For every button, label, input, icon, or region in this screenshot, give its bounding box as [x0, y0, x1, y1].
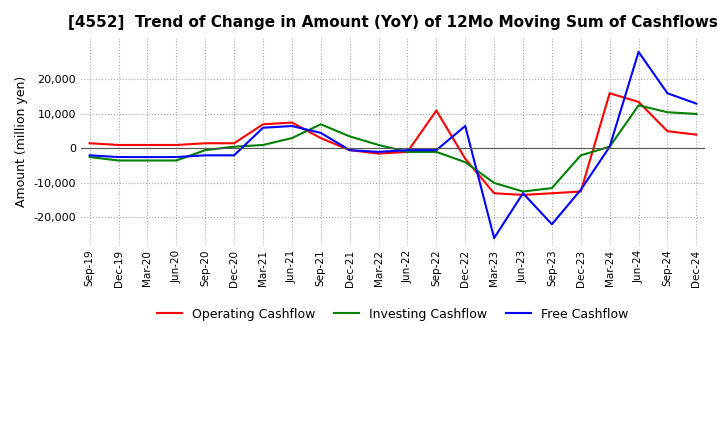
Free Cashflow [172, 154, 181, 160]
Free Cashflow [663, 91, 672, 96]
Investing Cashflow [432, 149, 441, 154]
Investing Cashflow [201, 147, 210, 153]
Investing Cashflow [577, 153, 585, 158]
Operating Cashflow [201, 141, 210, 146]
Operating Cashflow [143, 142, 152, 147]
Free Cashflow [577, 187, 585, 192]
Investing Cashflow [634, 103, 643, 108]
Line: Operating Cashflow: Operating Cashflow [90, 93, 696, 195]
Investing Cashflow [461, 160, 469, 165]
Operating Cashflow [461, 156, 469, 161]
Free Cashflow [86, 153, 94, 158]
Investing Cashflow [663, 110, 672, 115]
Operating Cashflow [634, 99, 643, 105]
Operating Cashflow [432, 108, 441, 113]
Operating Cashflow [548, 191, 557, 196]
Free Cashflow [606, 144, 614, 149]
Investing Cashflow [230, 144, 238, 149]
Investing Cashflow [692, 111, 701, 117]
Y-axis label: Amount (million yen): Amount (million yen) [15, 76, 28, 207]
Operating Cashflow [490, 191, 498, 196]
Line: Investing Cashflow: Investing Cashflow [90, 105, 696, 191]
Line: Free Cashflow: Free Cashflow [90, 52, 696, 238]
Operating Cashflow [172, 142, 181, 147]
Operating Cashflow [692, 132, 701, 137]
Free Cashflow [461, 123, 469, 128]
Investing Cashflow [548, 185, 557, 191]
Free Cashflow [432, 147, 441, 153]
Operating Cashflow [577, 189, 585, 194]
Legend: Operating Cashflow, Investing Cashflow, Free Cashflow: Operating Cashflow, Investing Cashflow, … [153, 303, 634, 326]
Operating Cashflow [114, 142, 123, 147]
Operating Cashflow [86, 141, 94, 146]
Operating Cashflow [606, 91, 614, 96]
Investing Cashflow [317, 121, 325, 127]
Free Cashflow [114, 154, 123, 160]
Free Cashflow [287, 123, 296, 128]
Operating Cashflow [374, 151, 383, 156]
Investing Cashflow [172, 158, 181, 163]
Free Cashflow [692, 101, 701, 106]
Free Cashflow [490, 235, 498, 241]
Investing Cashflow [606, 144, 614, 149]
Investing Cashflow [287, 136, 296, 141]
Operating Cashflow [663, 128, 672, 134]
Investing Cashflow [143, 158, 152, 163]
Investing Cashflow [490, 180, 498, 186]
Free Cashflow [403, 147, 412, 153]
Free Cashflow [548, 222, 557, 227]
Free Cashflow [230, 153, 238, 158]
Operating Cashflow [403, 149, 412, 154]
Free Cashflow [518, 191, 527, 196]
Operating Cashflow [230, 141, 238, 146]
Free Cashflow [374, 149, 383, 154]
Free Cashflow [346, 147, 354, 153]
Free Cashflow [258, 125, 267, 130]
Free Cashflow [317, 130, 325, 136]
Operating Cashflow [518, 192, 527, 198]
Investing Cashflow [403, 149, 412, 154]
Operating Cashflow [258, 121, 267, 127]
Investing Cashflow [518, 189, 527, 194]
Investing Cashflow [346, 134, 354, 139]
Operating Cashflow [317, 136, 325, 141]
Title: [4552]  Trend of Change in Amount (YoY) of 12Mo Moving Sum of Cashflows: [4552] Trend of Change in Amount (YoY) o… [68, 15, 718, 30]
Investing Cashflow [258, 142, 267, 147]
Investing Cashflow [86, 154, 94, 160]
Free Cashflow [143, 154, 152, 160]
Free Cashflow [201, 153, 210, 158]
Investing Cashflow [114, 158, 123, 163]
Operating Cashflow [346, 147, 354, 153]
Free Cashflow [634, 49, 643, 55]
Operating Cashflow [287, 120, 296, 125]
Investing Cashflow [374, 142, 383, 147]
